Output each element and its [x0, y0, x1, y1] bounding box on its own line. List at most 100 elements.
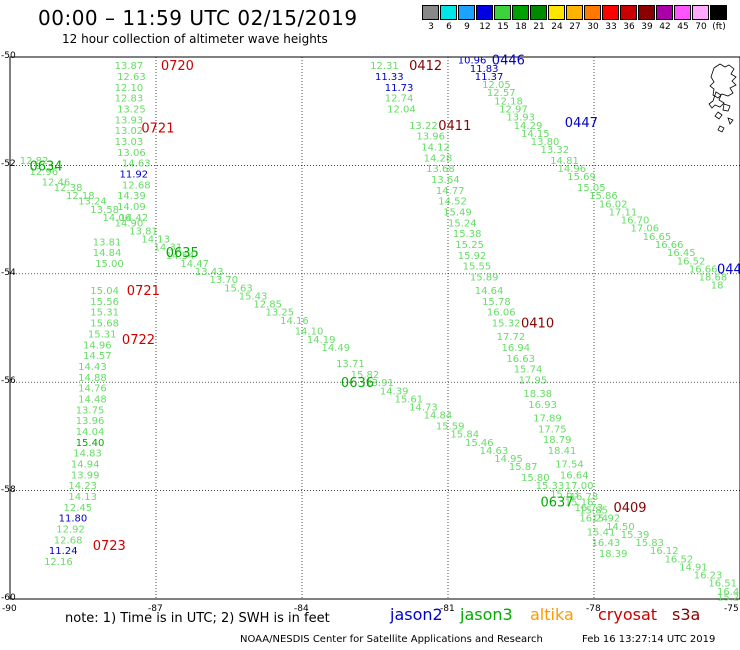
latitude-label: -56 [1, 376, 16, 387]
pass-time-label: 0446 [492, 54, 525, 69]
swh-value-jason3: 15.92 [592, 514, 621, 525]
swh-value-jason3: 14.50 [606, 522, 635, 533]
pass-time-label: 0409 [613, 501, 646, 516]
swh-value-jason2: 16.02 [599, 199, 628, 210]
scale-swatch [458, 5, 475, 20]
map-grid [10, 57, 740, 599]
swh-value-jason2: 14.15 [521, 129, 550, 140]
swh-value-jason3: 15.43 [239, 291, 268, 302]
scale-swatch [440, 5, 457, 20]
swh-value-s3a: 14.52 [438, 197, 467, 208]
swh-value-s3a: 15.49 [443, 207, 472, 218]
swh-value-jason2: 15.86 [589, 191, 618, 202]
swh-value-jason2: 16.52 [677, 256, 706, 267]
pass-time-label: 0411 [438, 119, 471, 134]
legend-jason2: jason2 [390, 605, 443, 624]
swh-value-jason2: 16.65 [643, 232, 672, 243]
swh-value-s3a: 16.06 [487, 308, 516, 319]
swh-value-cryosat: 12.45 [64, 503, 93, 514]
swh-value-cryosat: 14.09 [117, 202, 146, 213]
swh-value-jason3: 15.83 [635, 538, 664, 549]
swh-value-jason2: 18.68 [699, 273, 728, 284]
swh-value-s3a: 13.64 [431, 175, 460, 186]
altimeter-tracks: 13.8712.6312.1012.8313.2513.9313.0213.03… [20, 56, 740, 604]
legend-jason3: jason3 [460, 605, 513, 624]
map-frame [9, 56, 740, 600]
swh-value-jason3: 14.39 [380, 386, 409, 397]
scale-label: 33 [605, 22, 617, 32]
swh-value-jason3: 13.71 [336, 359, 365, 370]
swh-value-jason3: 14.16 [280, 316, 309, 327]
swh-value-s3a: 17.72 [497, 332, 526, 343]
swh-value-jason3: 12.38 [54, 183, 83, 194]
swh-value-jason2: 11.37 [475, 72, 504, 83]
scale-swatch [602, 5, 619, 20]
swh-value-jason2: 14.81 [550, 156, 579, 167]
swh-value-s3a: 11.33 [375, 72, 404, 83]
swh-value-jason3: 14.49 [321, 343, 350, 354]
pass-time-label: 0412 [409, 59, 442, 74]
swh-value-s3a: 17.54 [555, 460, 584, 471]
swh-value-cryosat: 12.16 [44, 557, 73, 568]
swh-value-cryosat: 13.03 [115, 137, 144, 148]
latitude-label: -58 [1, 484, 16, 495]
longitude-label: -87 [148, 604, 163, 614]
swh-value-jason3: 12.46 [42, 178, 71, 189]
swh-value-cryosat: 13.93 [115, 115, 144, 126]
swh-value-jason3: 16.23 [694, 571, 723, 582]
swh-value-jason2: 12.57 [487, 88, 516, 99]
swh-value-s3a: 15.25 [455, 240, 484, 251]
swh-value-s3a: 12.04 [387, 104, 416, 115]
swh-value-jason2: 12.97 [499, 104, 528, 115]
swh-value-jason3: 13.58 [90, 205, 119, 216]
scale-label: 27 [569, 22, 581, 32]
swh-value-s3a: 14.12 [421, 142, 450, 153]
swh-value-s3a: 13.22 [409, 121, 438, 132]
swh-value-cryosat: 14.23 [68, 481, 97, 492]
swh-value-cryosat: 15.00 [95, 259, 124, 270]
scale-swatch [638, 5, 655, 20]
swh-value-s3a: 13.96 [416, 132, 445, 143]
swh-value-jason2: 16.66 [655, 240, 684, 251]
swh-value-jason3: 14.47 [180, 259, 209, 270]
pass-time-label: 0723 [93, 539, 126, 554]
swh-value-cryosat: 15.68 [90, 319, 119, 330]
swh-value-jason3: 12.96 [29, 167, 58, 178]
swh-value-jason2: 15.69 [567, 172, 596, 183]
scale-swatch [656, 5, 673, 20]
swh-value-jason2: 17.11 [609, 207, 638, 218]
swh-value-jason3: 16.43 [717, 587, 740, 598]
swh-value-jason3: 14.91 [679, 562, 708, 573]
swh-value-jason3: 13.25 [266, 308, 295, 319]
pass-time-label: 0410 [521, 317, 554, 332]
longitude-label: -90 [2, 604, 17, 614]
swh-value-jason2: 12.18 [494, 96, 523, 107]
swh-value-cryosat: 14.83 [73, 449, 102, 460]
swh-value-cryosat: 15.31 [90, 308, 119, 319]
swh-value-jason3: 15.63 [224, 283, 253, 294]
swh-value-jason3: 15.87 [509, 462, 538, 473]
longitude-label: -78 [586, 604, 601, 614]
swh-value-jason3: 15.33 [536, 481, 565, 492]
scale-swatch [692, 5, 709, 20]
page-title: 00:00 – 11:59 UTC 02/15/2019 [38, 6, 358, 30]
swh-value-cryosat: 15.31 [88, 329, 117, 340]
scale-label: 45 [677, 22, 689, 32]
scale-swatch [584, 5, 601, 20]
swh-value-s3a: 15.32 [492, 319, 521, 330]
latitude-label: -54 [1, 267, 16, 278]
pass-time-label: 0722 [122, 333, 155, 348]
swh-value-s3a: 14.77 [436, 186, 465, 197]
swh-value-cryosat: 13.25 [117, 104, 146, 115]
swh-value-jason3: 15.39 [621, 530, 650, 541]
swh-value-jason2: 13.32 [540, 145, 569, 156]
swh-value-jason2: 13.80 [531, 137, 560, 148]
swh-value-s3a: 17.75 [538, 424, 567, 435]
swh-value-jason3: 15.59 [436, 422, 465, 433]
swh-value-s3a: 16.64 [560, 470, 589, 481]
swh-value-jason3: 14.10 [295, 327, 324, 338]
swh-value-jason3: 13.43 [195, 267, 224, 278]
swh-value-cryosat: 11.24 [49, 546, 78, 557]
swh-value-s3a: 15.74 [514, 365, 543, 376]
scale-label: 21 [533, 22, 545, 32]
